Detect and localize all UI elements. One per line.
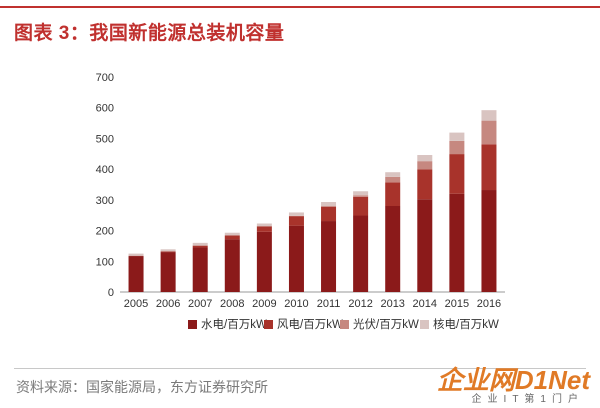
bar-segment-3 xyxy=(417,161,433,170)
legend-label: 光伏/百万kW xyxy=(353,317,419,331)
legend-swatch xyxy=(188,320,197,329)
bar-segment-1 xyxy=(353,215,369,292)
bar-segment-1 xyxy=(288,225,304,292)
x-tick-label: 2006 xyxy=(156,298,180,310)
bar-segment-1 xyxy=(385,206,401,292)
bar-segment-2 xyxy=(256,226,272,232)
bar-segment-4 xyxy=(256,223,272,227)
y-tick-label: 100 xyxy=(96,256,114,268)
bar-segment-1 xyxy=(417,199,433,292)
legend-swatch xyxy=(264,320,273,329)
bar-segment-1 xyxy=(160,252,176,292)
x-tick-label: 2008 xyxy=(220,298,244,310)
y-tick-label: 500 xyxy=(96,133,114,145)
watermark-logo: 企业网D1Net 企业IT第1门户 xyxy=(390,360,590,405)
watermark-sub: 企业IT第1门户 xyxy=(471,394,584,405)
y-tick-label: 300 xyxy=(96,195,114,207)
bar-segment-4 xyxy=(288,212,304,216)
header-rule xyxy=(0,6,600,8)
y-tick-label: 600 xyxy=(96,103,114,115)
x-tick-label: 2011 xyxy=(317,298,341,310)
x-tick-label: 2010 xyxy=(284,298,308,310)
bar-segment-4 xyxy=(224,232,240,236)
bar-segment-3 xyxy=(321,206,337,207)
bar-segment-4 xyxy=(385,172,401,177)
legend-label: 核电/百万kW xyxy=(433,317,499,331)
bar-segment-1 xyxy=(481,190,497,292)
bar-segment-4 xyxy=(417,155,433,162)
x-tick-label: 2014 xyxy=(413,298,437,310)
x-tick-label: 2013 xyxy=(380,298,404,310)
bar-segment-4 xyxy=(449,132,465,141)
bar-segment-1 xyxy=(224,239,240,292)
bar-segment-4 xyxy=(353,191,369,196)
chart-area: 0 100 200 300 400 500 600 700 2005 2006 2007 2008 20… xyxy=(0,55,600,355)
bar-segment-3 xyxy=(353,195,369,197)
bar-segment-1 xyxy=(321,221,337,292)
chart-title: 图表 3：我国新能源总装机容量 xyxy=(14,23,285,44)
bar-segment-1 xyxy=(128,256,144,292)
bar-segment-4 xyxy=(160,249,176,252)
bar-segment-1 xyxy=(449,193,465,292)
y-tick-label: 200 xyxy=(96,226,114,238)
bar-segment-2 xyxy=(192,245,208,248)
bar-segment-2 xyxy=(417,169,433,200)
footer-rule xyxy=(14,368,586,369)
bar-segment-3 xyxy=(385,176,401,183)
bar-segment-2 xyxy=(321,206,337,222)
legend-swatch xyxy=(340,320,349,329)
bar-segment-2 xyxy=(224,235,240,240)
bar-segment-2 xyxy=(385,182,401,206)
legend-swatch xyxy=(420,320,429,329)
y-tick-label: 400 xyxy=(96,164,114,176)
y-tick-label: 700 xyxy=(96,72,114,84)
bar-segment-1 xyxy=(192,247,208,292)
legend-label: 风电/百万kW xyxy=(277,318,343,331)
bar-segment-4 xyxy=(192,242,208,246)
x-tick-label: 2009 xyxy=(252,298,276,310)
bar-segment-2 xyxy=(481,144,497,191)
x-tick-label: 2015 xyxy=(445,298,469,310)
x-tick-label: 2016 xyxy=(477,298,501,310)
stacked-bar-chart: 0 100 200 300 400 500 600 700 2005 2006 2007 2008 20… xyxy=(96,72,505,331)
bar-segment-1 xyxy=(256,231,272,292)
bar-segment-2 xyxy=(160,251,176,253)
bar-segment-3 xyxy=(449,140,465,155)
bar-segment-2 xyxy=(353,196,369,216)
bar-segment-4 xyxy=(128,253,144,256)
x-tick-label: 2005 xyxy=(124,298,148,310)
bar-segment-2 xyxy=(288,216,304,226)
watermark-main: 企业网D1Net xyxy=(436,365,590,395)
bar-segment-4 xyxy=(321,202,337,206)
x-tick-label: 2012 xyxy=(348,298,372,310)
bar-segment-2 xyxy=(449,154,465,194)
source-note: 资料来源：国家能源局，东方证券研究所 xyxy=(16,379,268,395)
legend-label: 水电/百万kW xyxy=(201,318,267,331)
x-tick-label: 2007 xyxy=(188,298,212,310)
y-tick-label: 0 xyxy=(108,287,114,299)
bar-segment-3 xyxy=(481,120,497,145)
bar-segment-4 xyxy=(481,110,497,121)
